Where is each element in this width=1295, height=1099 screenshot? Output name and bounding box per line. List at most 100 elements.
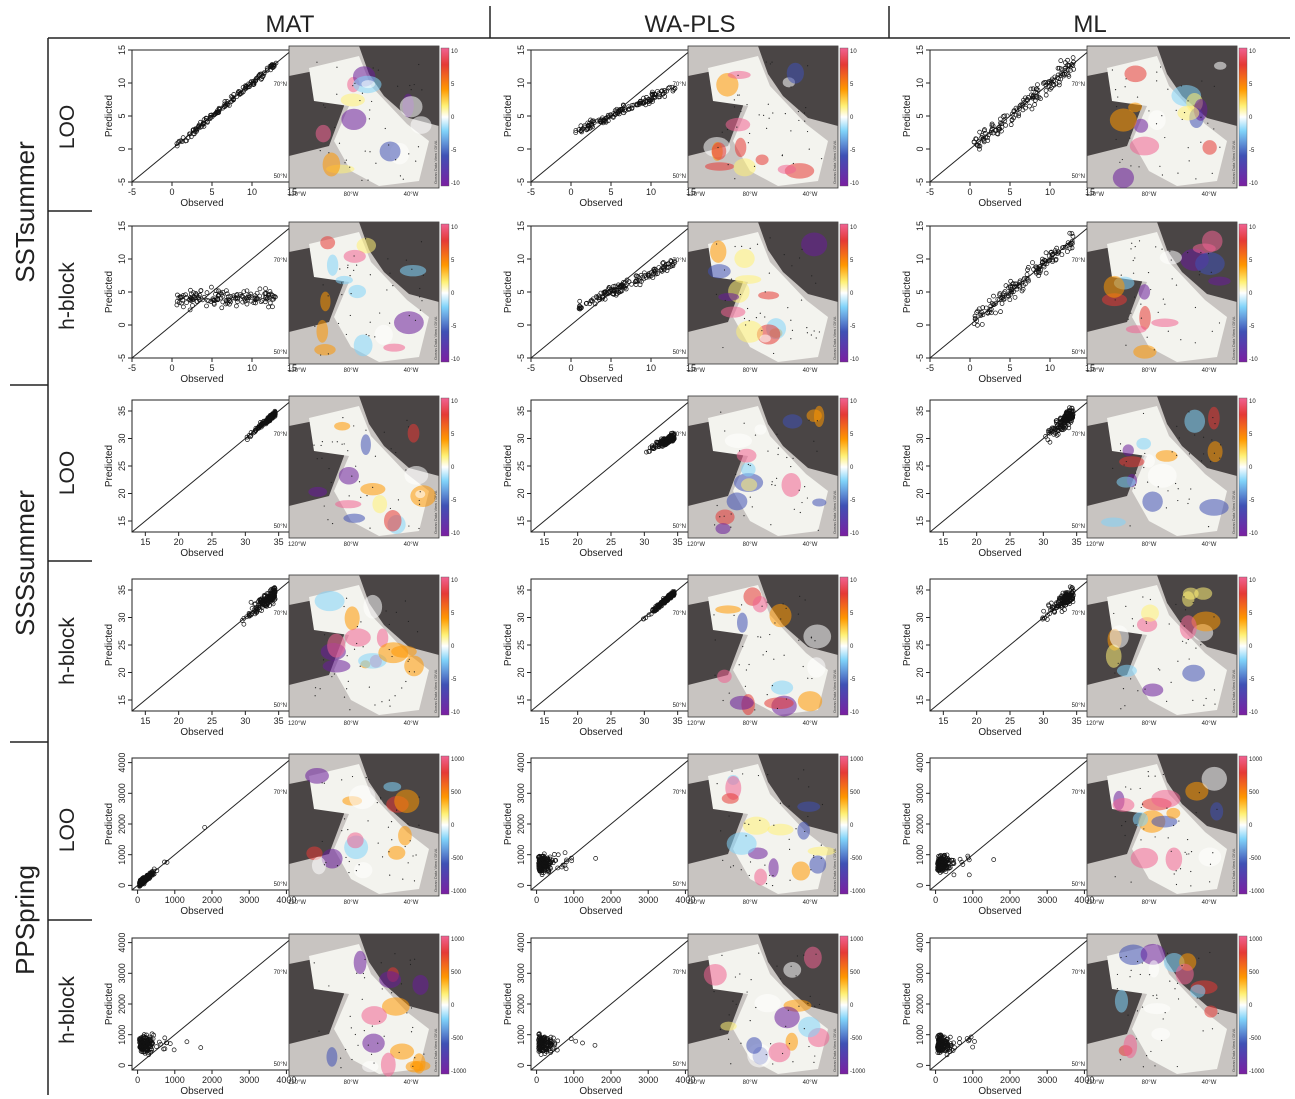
colorbar-tick-label: 0 — [850, 1003, 854, 1009]
station-dot — [1169, 250, 1171, 252]
station-dot — [785, 1025, 787, 1028]
anomaly-patch — [356, 237, 377, 254]
data-point — [1033, 89, 1039, 95]
lon-label: 40°W — [404, 542, 419, 548]
data-point — [143, 876, 148, 881]
anomaly-patch — [349, 785, 376, 810]
station-dot — [417, 146, 420, 148]
data-point — [550, 860, 556, 866]
x-tick-label: 5 — [209, 363, 214, 373]
station-dot — [1130, 248, 1132, 250]
station-dot — [749, 247, 751, 249]
station-dot — [757, 774, 760, 777]
data-point — [162, 1046, 168, 1052]
x-tick-label: 0 — [169, 187, 174, 197]
colorbar-tick-label: 0 — [1249, 465, 1253, 471]
data-point — [1064, 243, 1070, 248]
station-dot — [1176, 425, 1178, 427]
anomaly-patch — [326, 254, 339, 276]
colorbar — [440, 576, 450, 716]
anomaly-patch — [372, 494, 388, 514]
data-point — [1014, 283, 1020, 289]
data-point — [600, 115, 605, 121]
y-tick-label: 2000 — [117, 994, 127, 1014]
x-tick-label: 15 — [686, 363, 696, 373]
data-point — [1062, 66, 1068, 71]
colorbar — [839, 47, 849, 187]
station-dot — [346, 655, 348, 657]
data-point — [1060, 424, 1066, 430]
colorbar-tick-label: -5 — [1249, 498, 1255, 504]
data-point — [643, 615, 649, 621]
anomaly-patch — [718, 292, 740, 301]
anomaly-patch — [1207, 441, 1223, 463]
x-tick-label: 15 — [539, 537, 549, 547]
station-dot — [361, 179, 363, 182]
colorbar-tick-label: 5 — [451, 432, 455, 438]
station-dot — [347, 264, 349, 266]
data-point — [265, 67, 270, 73]
data-point — [1046, 603, 1052, 609]
data-point — [655, 271, 660, 277]
data-point — [1047, 439, 1053, 445]
y-tick-label: 4000 — [516, 933, 526, 953]
station-dot — [1176, 982, 1179, 984]
x-tick-label: 15 — [539, 716, 549, 726]
station-dot — [1174, 988, 1176, 990]
data-point — [148, 871, 154, 877]
station-dot — [367, 1044, 369, 1046]
station-dot — [345, 333, 347, 336]
x-tick-label: 5 — [1007, 363, 1012, 373]
station-dot — [1207, 122, 1209, 124]
data-point — [1030, 86, 1036, 92]
x-tick-label: 35 — [673, 537, 683, 547]
data-point — [602, 296, 608, 302]
colorbar-tick-label: 500 — [1249, 970, 1260, 976]
station-dot — [318, 1030, 320, 1032]
odv-credit: Ocean Data View / DIVA — [1231, 848, 1236, 892]
station-dot — [343, 443, 345, 445]
station-dot — [1214, 703, 1216, 705]
x-axis-label: Observed — [180, 906, 223, 917]
anomaly-region — [1107, 56, 1227, 186]
station-dot — [799, 511, 801, 514]
y-tick-label: 35 — [117, 406, 127, 416]
station-dot — [323, 505, 325, 507]
station-dot — [776, 477, 778, 479]
data-point — [985, 135, 990, 141]
anomaly-patch — [720, 1021, 737, 1031]
colorbar-tick-label: 10 — [850, 399, 857, 405]
station-dot — [336, 864, 339, 867]
station-dot — [802, 665, 804, 668]
anomaly-patch — [383, 782, 402, 792]
station-dot — [1200, 644, 1202, 646]
data-point — [204, 303, 209, 309]
station-dot — [1162, 773, 1164, 776]
anomaly-patch — [711, 142, 727, 160]
x-tick-label: 5 — [1007, 187, 1012, 197]
colorbar-tick-label: -1000 — [451, 1069, 467, 1075]
station-dot — [1140, 303, 1142, 305]
station-dot — [420, 241, 423, 243]
anomaly-patch — [798, 1016, 821, 1038]
data-point — [1054, 75, 1060, 80]
station-dot — [383, 1035, 385, 1037]
data-point — [190, 303, 195, 308]
station-dot — [391, 655, 393, 658]
data-point — [943, 1039, 949, 1045]
y-tick-label: 0 — [915, 322, 925, 327]
lon-label: 40°W — [1202, 900, 1217, 906]
station-dot — [795, 828, 797, 830]
anomaly-patch — [1116, 476, 1136, 488]
data-point — [213, 288, 219, 294]
station-dot — [818, 1003, 821, 1006]
y-tick-label: 5 — [117, 289, 127, 294]
data-point — [194, 292, 199, 298]
y-tick-label: 4000 — [915, 933, 925, 953]
colorbar-tick-label: -5 — [451, 324, 457, 330]
y-tick-label: 20 — [516, 488, 526, 498]
station-dot — [1213, 128, 1215, 130]
